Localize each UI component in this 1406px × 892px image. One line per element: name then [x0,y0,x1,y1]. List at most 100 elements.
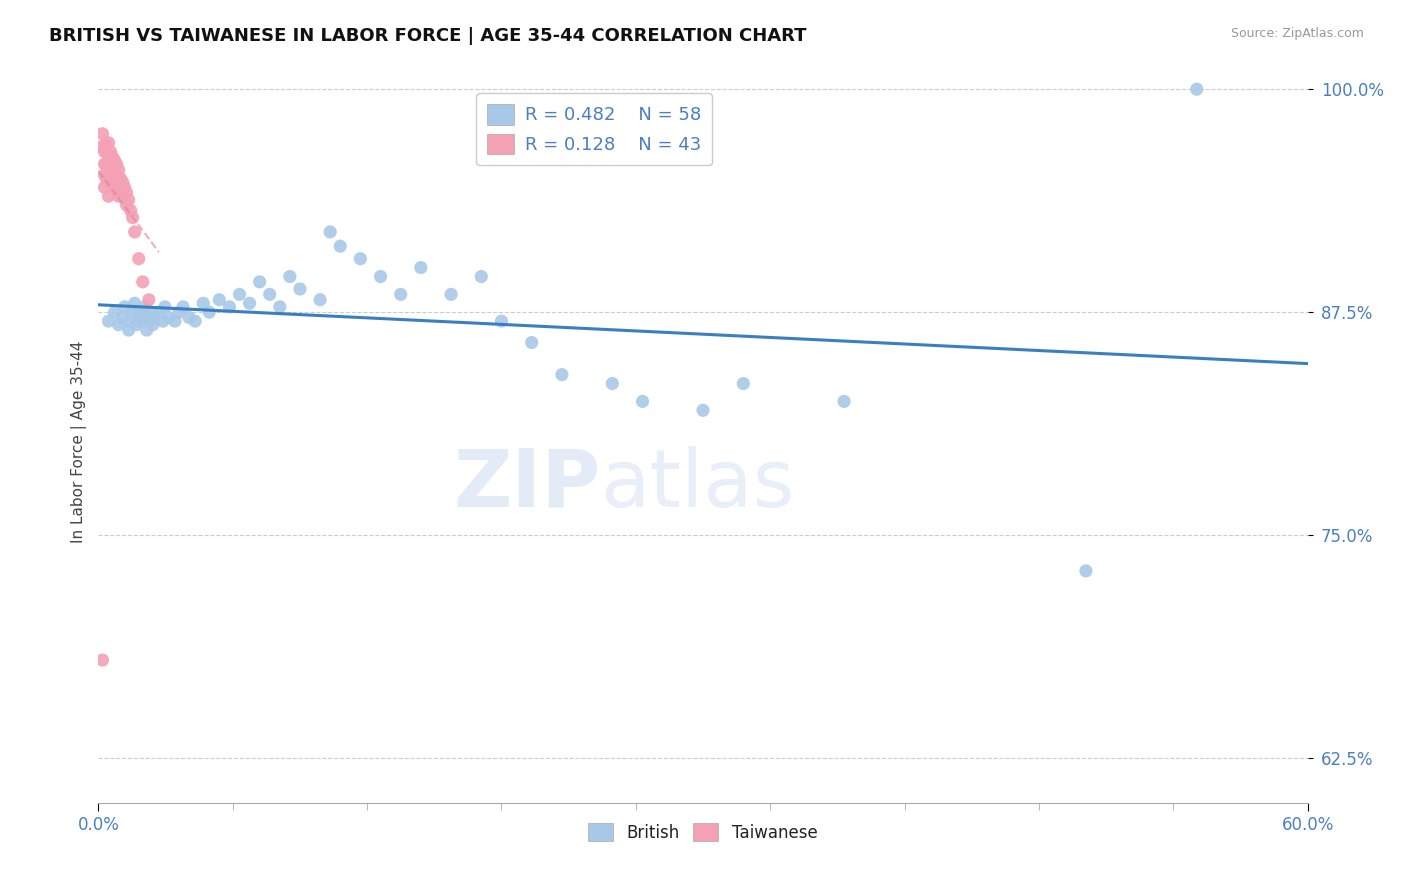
Point [110,184,132,198]
Point [101,175,124,189]
Point [97,189,120,203]
Point [139,305,162,319]
Point [208,293,231,307]
Point [121,211,143,225]
Point [138,314,160,328]
Point [228,287,250,301]
Point [120,203,142,218]
Point [111,175,134,189]
Point [93,168,115,182]
Point [132,310,155,325]
Point [631,394,654,409]
Point [118,323,141,337]
Point [103,180,125,194]
Point [105,157,128,171]
Point [103,153,125,168]
Point [309,293,332,307]
Point [259,287,281,301]
Point [91,139,114,153]
Point [97,161,120,175]
Point [124,296,146,310]
Point [120,314,142,328]
Point [143,310,166,325]
Point [100,171,122,186]
Point [329,239,352,253]
Point [152,314,174,328]
Point [370,269,392,284]
Text: atlas: atlas [600,446,794,524]
Point [179,310,201,325]
Point [470,269,492,284]
Point [107,318,129,332]
Point [167,305,190,319]
Point [172,300,194,314]
Point [96,139,118,153]
Text: BRITISH VS TAIWANESE IN LABOR FORCE | AGE 35-44 CORRELATION CHART: BRITISH VS TAIWANESE IN LABOR FORCE | AG… [49,27,807,45]
Point [101,162,124,177]
Point [269,300,291,314]
Point [733,376,755,391]
Legend: British, Taiwanese: British, Taiwanese [582,817,824,848]
Point [692,403,714,417]
Point [96,171,118,186]
Point [115,186,138,200]
Point [107,189,129,203]
Point [278,269,301,284]
Y-axis label: In Labor Force | Age 35-44: In Labor Force | Age 35-44 [72,341,87,542]
Point [349,252,371,266]
Point [125,318,148,332]
Point [103,168,125,182]
Point [103,305,125,319]
Point [440,287,463,301]
Point [105,171,128,186]
Point [124,225,146,239]
Text: ZIP: ZIP [453,446,600,524]
Point [551,368,574,382]
Point [520,335,543,350]
Point [121,305,143,319]
Point [153,300,176,314]
Point [96,157,118,171]
Point [319,225,342,239]
Point [249,275,271,289]
Point [148,305,170,319]
Point [93,145,115,159]
Point [129,314,152,328]
Point [832,394,855,409]
Point [111,189,134,203]
Point [184,314,207,328]
Point [97,148,120,162]
Text: Source: ZipAtlas.com: Source: ZipAtlas.com [1230,27,1364,40]
Point [409,260,432,275]
Point [602,376,624,391]
Point [93,180,115,194]
Point [193,296,215,310]
Point [1185,82,1208,96]
Point [118,193,141,207]
Point [198,305,221,319]
Point [128,252,150,266]
Point [163,314,186,328]
Point [111,310,134,325]
Point [91,653,114,667]
Point [115,198,138,212]
Point [97,314,120,328]
Point [91,127,114,141]
Point [100,157,122,171]
Point [97,136,120,150]
Point [128,305,150,319]
Point [288,282,311,296]
Point [114,180,136,194]
Point [110,171,132,186]
Point [135,323,157,337]
Point [157,310,180,325]
Point [134,300,156,314]
Point [491,314,513,328]
Point [142,318,165,332]
Point [97,175,120,189]
Point [218,300,240,314]
Point [389,287,412,301]
Point [107,175,129,189]
Point [114,300,136,314]
Point [100,145,122,159]
